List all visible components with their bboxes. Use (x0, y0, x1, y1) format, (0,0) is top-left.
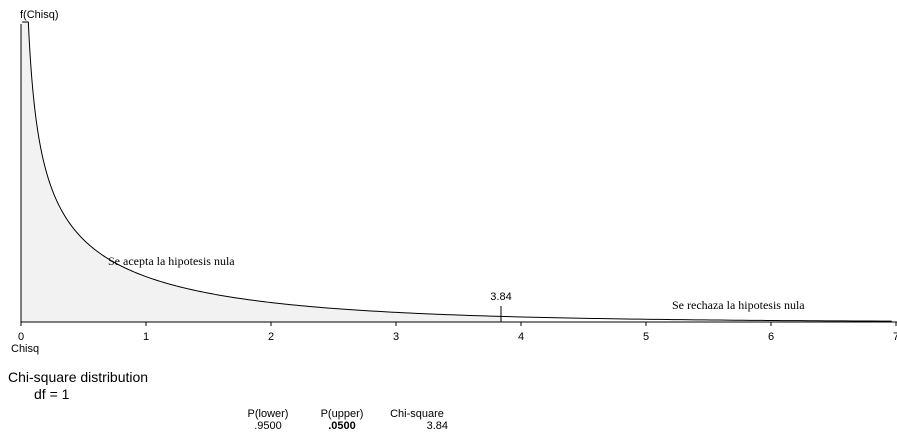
p-lower-column: P(lower) .9500 (240, 408, 296, 432)
x-axis-label: Chisq (11, 343, 39, 355)
x-tick-label: 5 (643, 331, 649, 343)
x-tick-label: 6 (768, 331, 774, 343)
y-axis-label: f(Chisq) (20, 9, 59, 21)
x-tick-label: 7 (893, 331, 897, 343)
x-tick-label: 1 (143, 331, 149, 343)
distribution-title: Chi-square distribution (8, 369, 149, 385)
p-lower-header: P(lower) (247, 408, 289, 420)
chi-square-header: Chi-square (390, 408, 444, 420)
accept-region-area (21, 22, 501, 322)
degrees-of-freedom: df = 1 (34, 386, 70, 402)
reject-annotation: Se rechaza la hipotesis nula (672, 298, 805, 312)
x-tick-label: 0 (18, 331, 24, 343)
chi-square-value: 3.84 (426, 420, 448, 432)
chi-square-column: Chi-square 3.84 (382, 408, 452, 432)
critical-value-label: 3.84 (490, 291, 511, 303)
p-upper-header: P(upper) (320, 408, 364, 420)
x-tick-label: 4 (518, 331, 524, 343)
p-upper-column: P(upper) .0500 (314, 408, 370, 432)
density-curve (22, 21, 892, 322)
plot-area: 0 1 2 3 4 5 6 7 f(Chisq) Chisq 3.84 Se acepta l… (11, 9, 897, 355)
p-upper-value: .0500 (328, 420, 356, 432)
accept-annotation: Se acepta la hipotesis nula (108, 254, 235, 268)
x-tick-label: 3 (393, 331, 399, 343)
p-lower-value: .9500 (254, 420, 282, 432)
x-ticks: 0 1 2 3 4 5 6 7 (18, 322, 897, 343)
x-tick-label: 2 (268, 331, 274, 343)
